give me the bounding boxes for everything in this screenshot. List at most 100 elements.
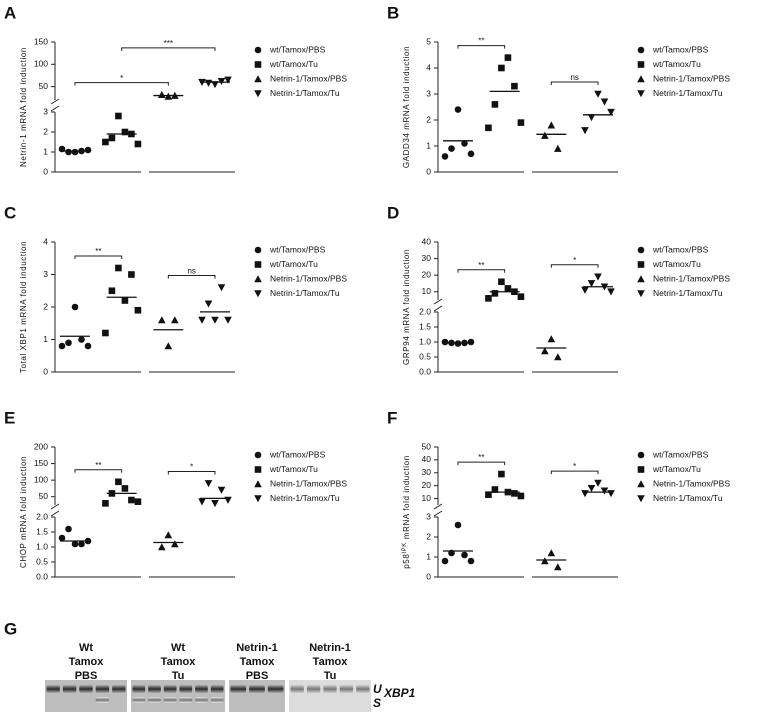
data-point <box>517 119 525 126</box>
data-point <box>498 278 505 286</box>
significance-label: ns <box>187 267 195 276</box>
data-point <box>71 303 79 311</box>
legend-label: Netrin-1/Tamox/Tu <box>653 88 723 98</box>
legend-marker <box>254 466 262 473</box>
data-point <box>587 280 596 288</box>
axis-break <box>50 98 60 112</box>
data-point <box>158 90 166 98</box>
y-tick-label: 2 <box>43 126 48 136</box>
y-tick-label: 4 <box>426 62 431 72</box>
data-point <box>581 286 589 294</box>
gel-group-label: Wt <box>171 642 185 654</box>
data-point <box>217 284 226 292</box>
data-point <box>607 490 615 498</box>
panel-letter: B <box>387 3 399 22</box>
y-axis-label-part: IPK <box>402 542 408 553</box>
legend-marker <box>637 261 645 268</box>
data-point <box>600 98 609 106</box>
panel-letter: C <box>4 203 16 222</box>
data-point <box>504 54 512 61</box>
data-point <box>454 106 462 113</box>
legend-marker <box>637 246 645 254</box>
gel-band-u <box>267 684 284 694</box>
data-point <box>607 108 615 116</box>
significance-label: ns <box>570 73 578 82</box>
data-point <box>498 64 505 72</box>
significance-label: * <box>120 74 123 83</box>
data-point <box>485 295 492 302</box>
gel-group-label: Netrin-1 <box>309 642 351 654</box>
data-point <box>102 329 109 337</box>
y-tick-label: 20 <box>422 269 432 279</box>
gel-band-u <box>210 684 224 694</box>
axis-break <box>433 503 443 517</box>
data-point <box>461 551 468 559</box>
y-tick-label: 100 <box>34 474 48 484</box>
legend-marker <box>637 90 645 98</box>
data-point <box>491 486 499 493</box>
significance-label: * <box>573 462 576 471</box>
gel-band-u <box>195 684 208 694</box>
legend-marker <box>254 261 262 268</box>
y-axis-label-part: mRNA fold induction <box>402 455 411 539</box>
data-point <box>581 490 589 498</box>
data-point <box>511 82 518 90</box>
data-point <box>491 101 499 108</box>
legend-marker <box>637 451 645 459</box>
gel-group-label: Tamox <box>240 656 276 668</box>
legend-label: Netrin-1/Tamox/Tu <box>270 88 340 98</box>
gel-group-label: Wt <box>79 642 93 654</box>
data-point <box>547 335 556 343</box>
significance-bracket <box>74 255 123 259</box>
y-axis-label: GRP94 mRNA fold induction <box>402 249 411 365</box>
gel-band-u <box>179 684 193 694</box>
y-tick-label: 5 <box>426 36 431 46</box>
legend-label: wt/Tamox/PBS <box>652 44 709 54</box>
panel-letter: G <box>4 619 17 638</box>
data-point <box>224 76 232 84</box>
gel-band-s <box>210 697 224 703</box>
data-point <box>204 79 213 87</box>
y-tick-label: 3 <box>426 511 431 521</box>
data-point <box>594 479 602 487</box>
y-tick-label: 2 <box>426 531 431 541</box>
significance-bracket <box>121 47 216 51</box>
data-point <box>78 336 85 343</box>
legend-marker <box>254 75 262 83</box>
data-point <box>204 300 213 308</box>
y-tick-label: 1 <box>426 140 431 150</box>
gel-band-s <box>163 697 177 703</box>
data-point <box>171 316 179 324</box>
gel-band-u <box>306 684 321 694</box>
legend-label: wt/Tamox/PBS <box>269 44 326 54</box>
gel-background <box>131 680 225 712</box>
legend-marker <box>637 480 645 488</box>
y-tick-label: 2 <box>426 114 431 124</box>
legend-marker <box>254 290 262 298</box>
data-point <box>102 138 109 146</box>
data-point <box>134 498 142 505</box>
y-tick-label: 0.0 <box>419 366 431 376</box>
gel-band-u <box>46 684 60 694</box>
y-tick-label: 30 <box>422 467 432 477</box>
data-point <box>128 496 135 504</box>
y-tick-label: 1.5 <box>419 321 431 331</box>
data-point <box>134 140 142 148</box>
y-tick-label: 1 <box>43 334 48 344</box>
legend-marker <box>254 451 262 459</box>
data-point <box>71 148 79 156</box>
legend-label: Netrin-1/Tamox/PBS <box>270 73 347 83</box>
data-point <box>134 306 142 314</box>
data-point <box>108 134 116 142</box>
data-point <box>78 540 85 548</box>
data-point <box>511 490 518 497</box>
y-axis-label: Netrin-1 mRNA fold induction <box>19 47 28 167</box>
y-tick-label: 3 <box>426 88 431 98</box>
data-point <box>217 486 226 494</box>
y-tick-label: 2.0 <box>419 306 431 316</box>
gel-band-u <box>290 684 304 694</box>
legend-marker <box>254 275 262 283</box>
significance-bracket <box>74 82 169 86</box>
legend-marker <box>637 61 645 68</box>
